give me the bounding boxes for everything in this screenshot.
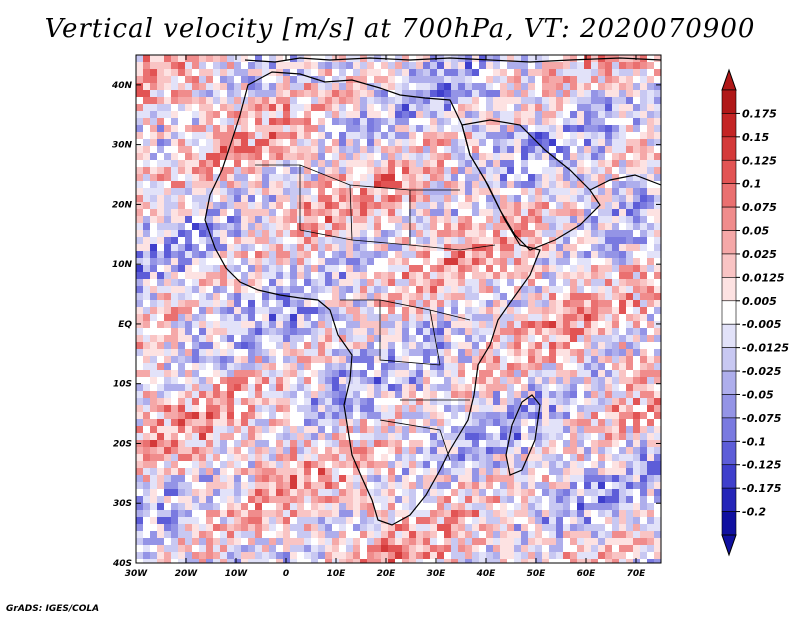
colorbar-segment [721, 347, 737, 372]
colorbar-level-label: -0.05 [742, 388, 774, 401]
lat-tick-label: 30N [112, 141, 133, 151]
colorbar-level-label: 0.175 [742, 107, 777, 120]
lat-tick-label: EQ [118, 320, 132, 330]
colorbar-segment [721, 300, 737, 325]
lon-tick-label: 30W [125, 569, 149, 579]
colorbar-segment [721, 464, 737, 489]
colorbar-level-label: 0.075 [742, 201, 777, 214]
colorbar-level-label: 0.025 [742, 248, 777, 261]
colorbar: 0.175 0.15 0.125 0.1 0.075 0.05 0.025 0.0125 0.0… [721, 68, 789, 557]
lon-tick-label: 70E [627, 569, 647, 579]
chart-title: Vertical velocity [m/s] at 700hPa, VT: 2… [44, 14, 756, 44]
colorbar-segment [721, 370, 737, 395]
lon-tick-label: 30E [427, 569, 447, 579]
grads-credit: GrADS: IGES/COLA [6, 604, 100, 614]
colorbar-segment [721, 136, 737, 161]
colorbar-segment [721, 277, 737, 302]
colorbar-level-label: 0.1 [742, 178, 762, 191]
madagascar-coastline [505, 394, 541, 476]
colorbar-segment [721, 394, 737, 419]
lon-tick-label: 10E [327, 569, 347, 579]
africa-coastline [204, 71, 541, 526]
lon-tick-label: 60E [577, 569, 597, 579]
colorbar-segment [721, 159, 737, 184]
iran-india-coastline [589, 174, 661, 191]
lon-tick-label: 20E [377, 569, 397, 579]
europe-coastline [244, 57, 661, 63]
lat-tick-label: 40S [112, 559, 132, 569]
colorbar-level-label: 0.05 [742, 225, 769, 238]
velocity-field [136, 55, 661, 563]
colorbar-bottom-arrow [721, 534, 737, 557]
lat-tick-label: 30S [113, 499, 132, 509]
lat-tick-label: 10S [113, 380, 132, 390]
colorbar-segment [721, 230, 737, 255]
colorbar-level-label: -0.2 [742, 506, 766, 519]
lon-tick-label: 20W [175, 569, 199, 579]
colorbar-segment [721, 253, 737, 278]
arabia-coastline [461, 119, 601, 251]
colorbar-segment [721, 183, 737, 208]
colorbar-segment [721, 417, 737, 442]
colorbar-level-label: -0.025 [742, 365, 782, 378]
lat-tick-label: 20N [112, 200, 133, 210]
colorbar-segment [721, 511, 737, 536]
map-axes: 30W 20W 10W 0 10E 20E 30E 40E 50E 60E 70E 40N 30N 20N… [111, 55, 661, 579]
lat-tick-label: 10N [112, 260, 133, 270]
lon-tick-label: 50E [527, 569, 547, 579]
colorbar-level-label: -0.075 [742, 412, 782, 425]
lon-tick-label: 10W [225, 569, 249, 579]
lat-tick-label: 40N [111, 81, 133, 91]
lat-tick-label: 20S [113, 439, 132, 449]
coastlines [204, 57, 661, 526]
colorbar-segment [721, 441, 737, 466]
colorbar-level-label: 0.005 [742, 295, 777, 308]
colorbar-level-label: 0.0125 [742, 271, 785, 284]
colorbar-segment [721, 89, 737, 114]
colorbar-segment [721, 487, 737, 512]
colorbar-level-label: -0.175 [742, 482, 782, 495]
lon-tick-label: 40E [476, 569, 497, 579]
colorbar-segment [721, 113, 737, 138]
map-frame [135, 54, 662, 564]
lon-tick-label: 0 [283, 569, 289, 579]
country-borders [255, 164, 496, 461]
colorbar-segment [721, 206, 737, 231]
colorbar-top-arrow [721, 68, 737, 91]
colorbar-level-label: -0.1 [742, 435, 766, 448]
colorbar-level-label: -0.005 [742, 318, 782, 331]
colorbar-segment [721, 323, 737, 348]
colorbar-level-label: 0.125 [742, 154, 777, 167]
colorbar-level-label: -0.0125 [742, 342, 789, 355]
colorbar-level-label: 0.15 [742, 131, 769, 144]
colorbar-level-label: -0.125 [742, 459, 782, 472]
